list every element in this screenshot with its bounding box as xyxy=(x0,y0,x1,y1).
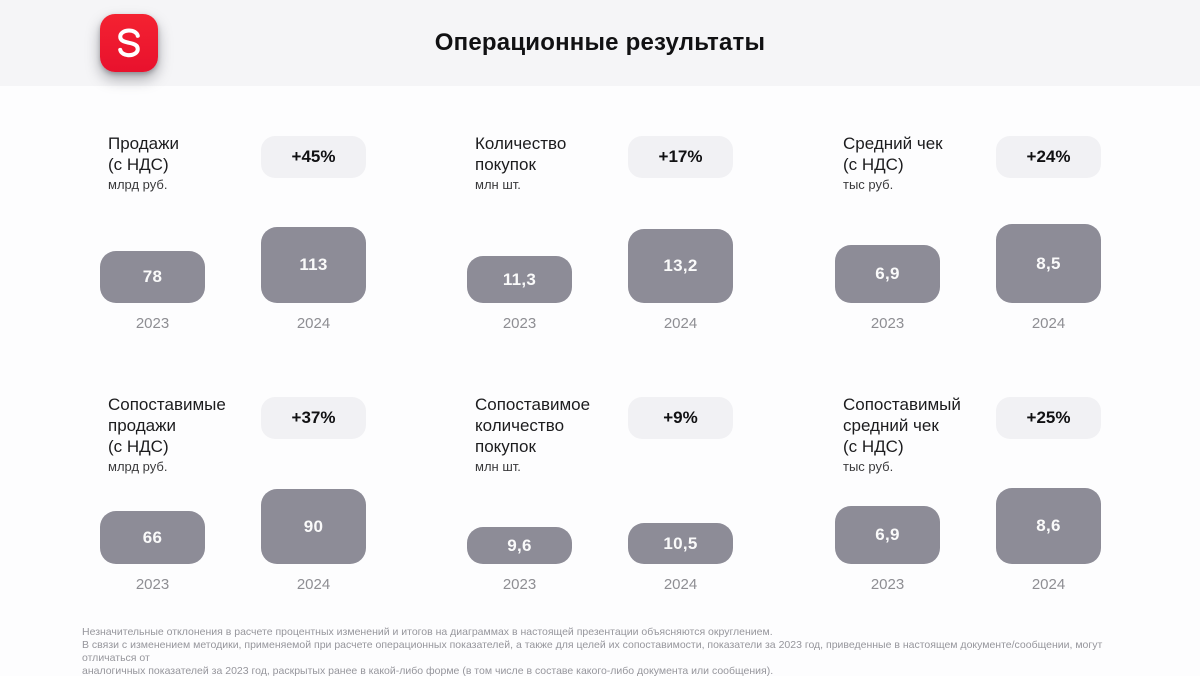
metric-unit: тыс руб. xyxy=(843,459,894,474)
bar-2023: 6,9 xyxy=(835,245,940,303)
bar-column-2023: 66 2023 xyxy=(100,511,205,594)
samokat-logo-icon xyxy=(100,14,158,72)
panel-header: Количество покупок млн шт. xyxy=(467,133,733,192)
year-label: 2024 xyxy=(296,576,331,593)
bar-value: 113 xyxy=(299,255,328,274)
bar-column-2023: 78 2023 xyxy=(100,251,205,333)
bar-column-2023: 9,6 2023 xyxy=(467,527,572,594)
metric-panel-lfl-avg-check: 6,9 2023 8,6 2024 Сопоставимый средний ч… xyxy=(835,394,1101,594)
bar-2024: 113 xyxy=(261,227,366,303)
panel-header: Сопоставимое количество покупок млн шт. xyxy=(467,394,733,474)
bar-column-2024: 8,5 2024 xyxy=(996,224,1101,333)
metric-unit: млн шт. xyxy=(475,177,521,192)
bar-value: 8,5 xyxy=(1036,253,1061,273)
bar-column-2024: 10,5 2024 xyxy=(628,523,733,594)
bar-value: 66 xyxy=(142,527,163,547)
bar-2023: 78 xyxy=(100,251,205,303)
year-label: 2024 xyxy=(663,315,698,332)
year-label: 2023 xyxy=(502,576,537,593)
year-label: 2024 xyxy=(296,315,331,332)
bar-chart: 11,3 2023 13,2 2024 xyxy=(467,133,733,333)
metric-title: Количество покупок xyxy=(475,134,567,174)
year-label: 2024 xyxy=(1031,315,1066,332)
bar-column-2023: 6,9 2023 xyxy=(835,506,940,594)
panel-header: Сопоставимый средний чек (с НДС) тыс руб… xyxy=(835,394,1101,474)
disclaimer-line: Незначительные отклонения в расчете проц… xyxy=(82,626,773,638)
bar-column-2024: 8,6 2024 xyxy=(996,488,1101,594)
bar-2024: 8,6 xyxy=(996,488,1101,564)
page-title: Операционные результаты xyxy=(434,29,766,56)
panel-header: Сопоставимые продажи (с НДС) млрд руб. xyxy=(100,394,366,474)
bar-value: 6,9 xyxy=(875,525,900,544)
year-label: 2023 xyxy=(870,315,905,332)
bar-2023: 66 xyxy=(100,511,205,564)
change-badge: +17% xyxy=(628,136,733,178)
bar-value: 8,6 xyxy=(1036,516,1061,535)
bar-2024: 8,5 xyxy=(996,224,1101,303)
metric-panel-lfl-purchases: 9,6 2023 10,5 2024 Сопоставимое количест… xyxy=(467,394,733,594)
metric-unit: млрд руб. xyxy=(108,459,168,474)
metric-panel-lfl-sales: 66 2023 90 2024 Сопоставимые продажи (с … xyxy=(100,394,366,594)
bar-value: 90 xyxy=(303,516,324,536)
bar-column-2024: 13,2 2024 xyxy=(628,229,733,333)
metric-panel-avg-check: 6,9 2023 8,5 2024 Средний чек (с НДС) ты… xyxy=(835,133,1101,333)
bar-2023: 9,6 xyxy=(467,527,572,564)
bar-2024: 10,5 xyxy=(628,523,733,564)
panel-header: Средний чек (с НДС) тыс руб. xyxy=(835,133,1101,192)
disclaimer-line: аналогичных показателей за 2023 год, рас… xyxy=(82,665,774,676)
header-bar: Операционные результаты xyxy=(0,0,1200,86)
bar-column-2023: 6,9 2023 xyxy=(835,245,940,333)
bar-2024: 13,2 xyxy=(628,229,733,303)
change-badge: +9% xyxy=(628,397,733,439)
bar-value: 78 xyxy=(142,267,163,286)
bar-value: 11,3 xyxy=(502,269,537,289)
bar-column-2023: 11,3 2023 xyxy=(467,256,572,333)
disclaimer-line: В связи с изменением методики, применяем… xyxy=(82,639,1103,664)
year-label: 2024 xyxy=(663,576,698,593)
panel-header: Продажи (с НДС) млрд руб. xyxy=(100,133,366,192)
year-label: 2023 xyxy=(135,576,170,593)
change-badge: +45% xyxy=(261,136,366,178)
change-badge: +24% xyxy=(996,136,1101,178)
disclaimer: Незначительные отклонения в расчете проц… xyxy=(82,626,1140,676)
change-badge: +37% xyxy=(261,397,366,439)
bar-2024: 90 xyxy=(261,489,366,564)
metric-unit: млрд руб. xyxy=(108,177,168,192)
bar-chart: 78 2023 113 2024 xyxy=(100,133,366,333)
metric-title: Продажи (с НДС) xyxy=(108,134,179,174)
bar-2023: 6,9 xyxy=(835,506,940,564)
bar-value: 13,2 xyxy=(663,256,698,275)
bar-2023: 11,3 xyxy=(467,256,572,303)
change-badge: +25% xyxy=(996,397,1101,439)
year-label: 2023 xyxy=(870,576,905,593)
bar-chart: 9,6 2023 10,5 2024 xyxy=(467,394,733,594)
bar-value: 10,5 xyxy=(663,533,698,553)
bar-column-2024: 113 2024 xyxy=(261,227,366,333)
metric-title: Сопоставимый средний чек (с НДС) xyxy=(843,395,961,456)
metric-title: Средний чек (с НДС) xyxy=(843,134,943,174)
bar-chart: 6,9 2023 8,6 2024 xyxy=(835,394,1101,594)
bar-value: 6,9 xyxy=(875,264,900,283)
bar-value: 9,6 xyxy=(507,535,532,555)
bar-column-2024: 90 2024 xyxy=(261,489,366,594)
metric-panel-sales: 78 2023 113 2024 Продажи (с НДС) млрд ру… xyxy=(100,133,366,333)
metric-unit: тыс руб. xyxy=(843,177,894,192)
year-label: 2024 xyxy=(1031,576,1066,593)
year-label: 2023 xyxy=(135,315,170,332)
year-label: 2023 xyxy=(502,315,537,332)
metric-title: Сопоставимое количество покупок xyxy=(475,395,591,456)
bar-chart: 66 2023 90 2024 xyxy=(100,394,366,594)
bar-chart: 6,9 2023 8,5 2024 xyxy=(835,133,1101,333)
metric-panel-purchases: 11,3 2023 13,2 2024 Количество покупок м… xyxy=(467,133,733,333)
metric-unit: млн шт. xyxy=(475,459,521,474)
metric-title: Сопоставимые продажи (с НДС) xyxy=(108,395,226,456)
